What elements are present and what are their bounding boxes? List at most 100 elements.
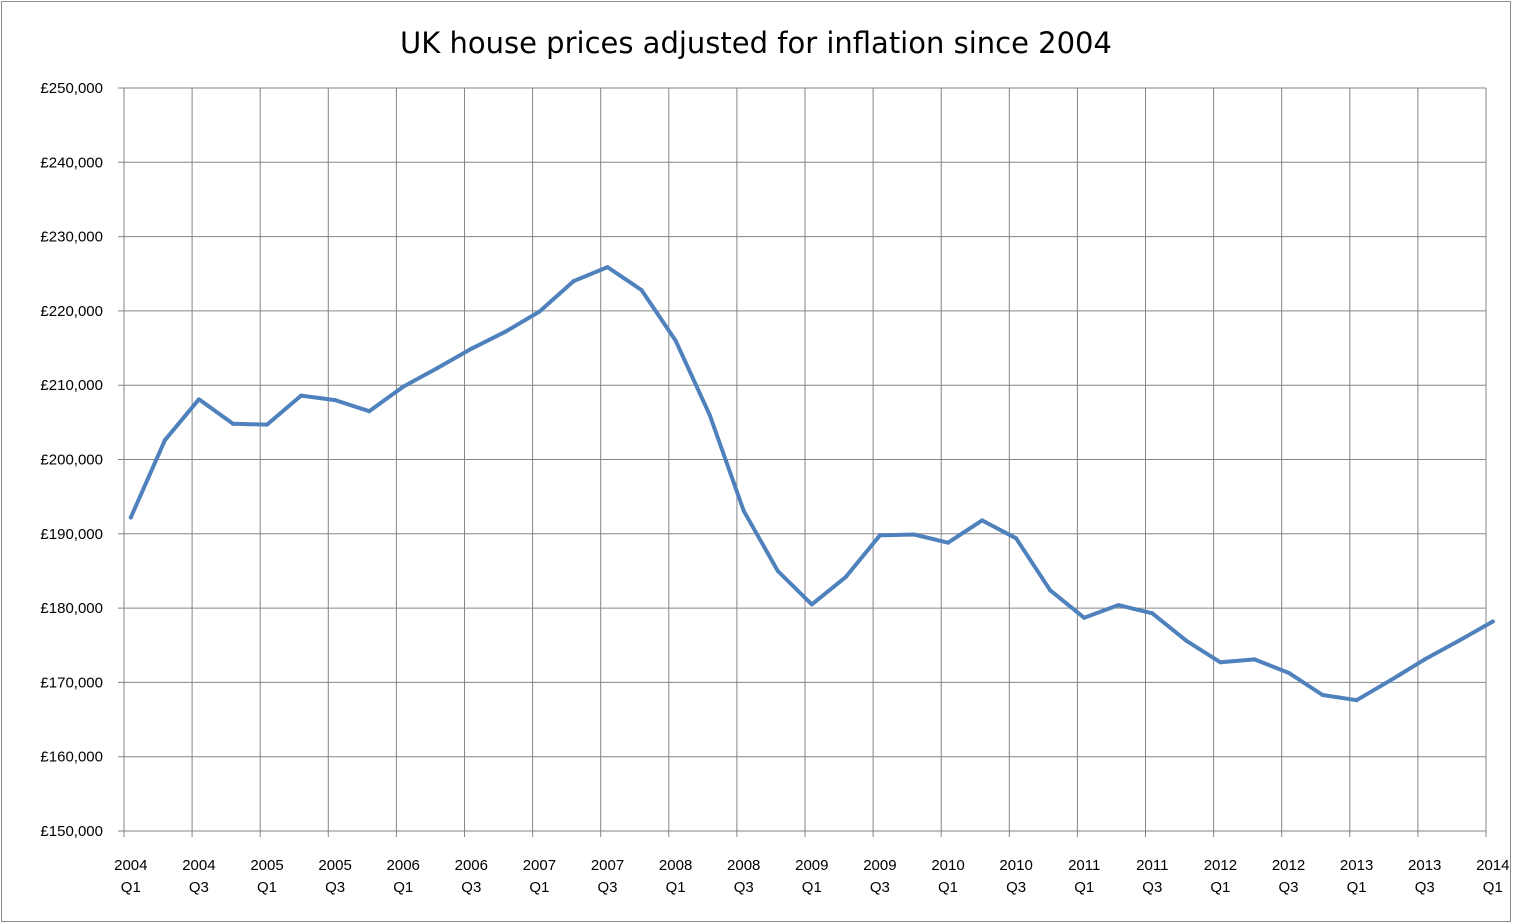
x-tick-label-quarter: Q1 [1483,879,1503,896]
data-point [128,515,133,520]
data-point [367,409,372,414]
x-tick-label-quarter: Q1 [1347,879,1367,896]
data-point [299,393,304,398]
x-tick-label-quarter: Q1 [257,879,277,896]
x-tick-label-year: 2005 [318,857,351,874]
x-tick-label-quarter: Q1 [666,879,686,896]
x-tick-label-year: 2004 [114,857,147,874]
y-tick-label: £220,000 [40,303,103,320]
x-tick-label-quarter: Q1 [529,879,549,896]
x-tick-label-year: 2004 [182,857,215,874]
data-point [503,329,508,334]
x-tick-label-quarter: Q1 [1074,879,1094,896]
data-point [1286,670,1291,675]
y-tick-label: £240,000 [40,154,103,171]
y-tick-label: £200,000 [40,452,103,469]
data-point [1388,678,1393,683]
x-tick-label-year: 2008 [659,857,692,874]
x-tick-label-year: 2008 [727,857,760,874]
x-tick-label-year: 2011 [1136,857,1168,874]
data-point [605,265,610,270]
data-point [1490,619,1495,624]
x-tick-label-year: 2013 [1340,857,1373,874]
y-tick-label: £190,000 [40,526,103,543]
data-point [333,398,338,403]
data-point [571,279,576,284]
x-tick-label-quarter: Q3 [189,879,209,896]
data-point [401,384,406,389]
x-axis-ticks: 2004 Q1 2004 Q3 2005 Q1 2005 Q3 2006 Q1 2006 Q3 2007… [114,857,1509,896]
x-tick-label-year: 2005 [250,857,283,874]
x-tick-label-quarter: Q3 [325,879,345,896]
x-tick-label-quarter: Q3 [1142,879,1162,896]
x-tick-label-year: 2012 [1204,857,1237,874]
data-point [196,397,201,402]
x-tick-label-quarter: Q1 [393,879,413,896]
y-tick-label: £180,000 [40,600,103,617]
data-point [741,508,746,513]
data-point [1014,536,1019,541]
x-tick-label-quarter: Q1 [1210,879,1230,896]
data-point [265,422,270,427]
x-tick-label-quarter: Q1 [802,879,822,896]
data-point [1252,657,1257,662]
y-tick-label: £250,000 [40,80,103,97]
x-tick-label-quarter: Q3 [1006,879,1026,896]
chart-title: UK house prices adjusted for inflation s… [400,26,1112,60]
data-point [877,533,882,538]
x-tick-label-quarter: Q3 [734,879,754,896]
y-tick-label: £230,000 [40,229,103,246]
x-tick-label-year: 2012 [1272,857,1305,874]
series-layer [128,265,1495,703]
x-tick-label-quarter: Q3 [870,879,890,896]
data-point [1422,657,1427,662]
data-point [162,438,167,443]
x-tick-label-year: 2007 [591,857,624,874]
x-tick-label-year: 2009 [863,857,896,874]
data-point [1218,660,1223,665]
x-tick-label-year: 2007 [523,857,556,874]
x-tick-label-quarter: Q3 [1279,879,1299,896]
x-tick-label-quarter: Q1 [121,879,141,896]
x-tick-label-year: 2006 [455,857,488,874]
data-point [639,288,644,293]
data-point [1082,615,1087,620]
data-point [1456,638,1461,643]
y-axis-ticks: £150,000 £160,000 £170,000 £180,000 £190,000… [40,80,103,840]
data-point [707,412,712,417]
data-point [230,421,235,426]
grid [118,87,1487,837]
y-tick-label: £160,000 [40,749,103,766]
x-tick-label-year: 2010 [999,857,1032,874]
x-tick-label-quarter: Q3 [1415,879,1435,896]
x-tick-label-quarter: Q3 [461,879,481,896]
data-point [809,602,814,607]
data-point [911,532,916,537]
data-point [980,518,985,523]
x-tick-label-year: 2006 [387,857,420,874]
data-point [1048,588,1053,593]
x-tick-label-quarter: Q3 [598,879,618,896]
data-point [1116,603,1121,608]
data-point [673,338,678,343]
y-tick-label: £170,000 [40,674,103,691]
data-point [1184,638,1189,643]
y-tick-label: £150,000 [40,823,103,840]
x-tick-label-quarter: Q1 [938,879,958,896]
x-tick-label-year: 2014 [1476,857,1509,874]
data-point [1150,611,1155,616]
data-point [1354,698,1359,703]
data-point [469,346,474,351]
x-tick-label-year: 2010 [931,857,964,874]
point-layer [128,265,1495,703]
x-tick-label-year: 2009 [795,857,828,874]
x-tick-label-year: 2013 [1408,857,1441,874]
x-tick-label-year: 2011 [1068,857,1100,874]
data-point [1320,693,1325,698]
series-line [128,265,1495,703]
data-point [946,540,951,545]
data-point [843,574,848,579]
data-point [775,568,780,573]
